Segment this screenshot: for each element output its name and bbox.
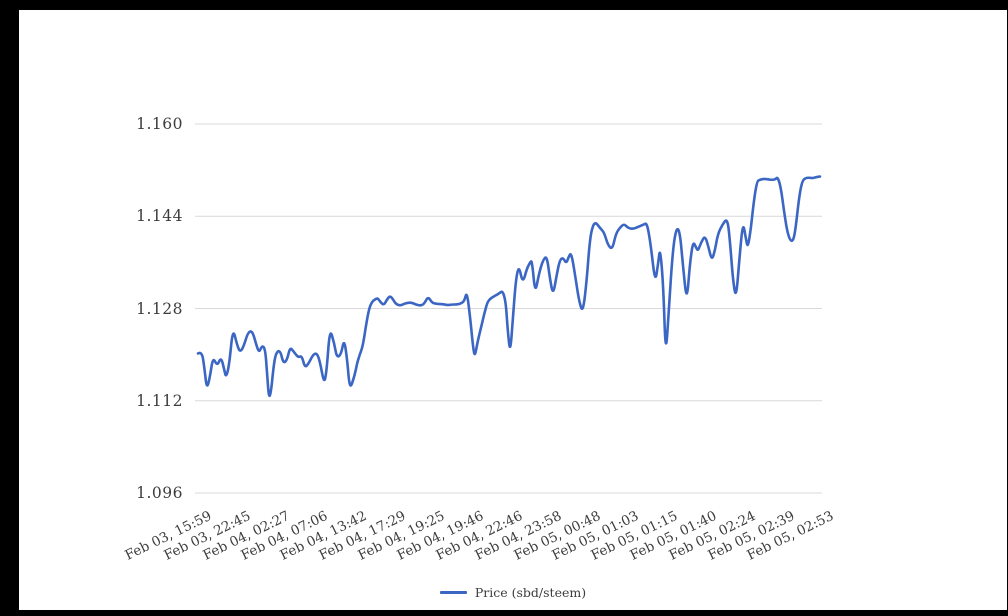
y-tick-label: 1.144 [136,207,183,226]
legend-label: Price (sbd/steem) [474,585,587,600]
y-tick-label: 1.112 [136,391,183,410]
y-tick-label: 1.160 [136,115,183,133]
y-tick-label: 1.096 [136,484,183,502]
legend-line-swatch [439,591,467,594]
price-chart: 1.160 1.144 1.128 1.112 1.096 Feb 03, 15:59 F… [19,10,1007,610]
price-line-series [196,175,822,398]
gridlines [195,123,822,494]
legend: Price (sbd/steem) [19,585,1007,600]
chart-canvas-panel: 1.160 1.144 1.128 1.112 1.096 Feb 03, 15:59 F… [19,10,1007,610]
plot-area[interactable] [195,123,822,494]
y-tick-label: 1.128 [136,299,183,318]
